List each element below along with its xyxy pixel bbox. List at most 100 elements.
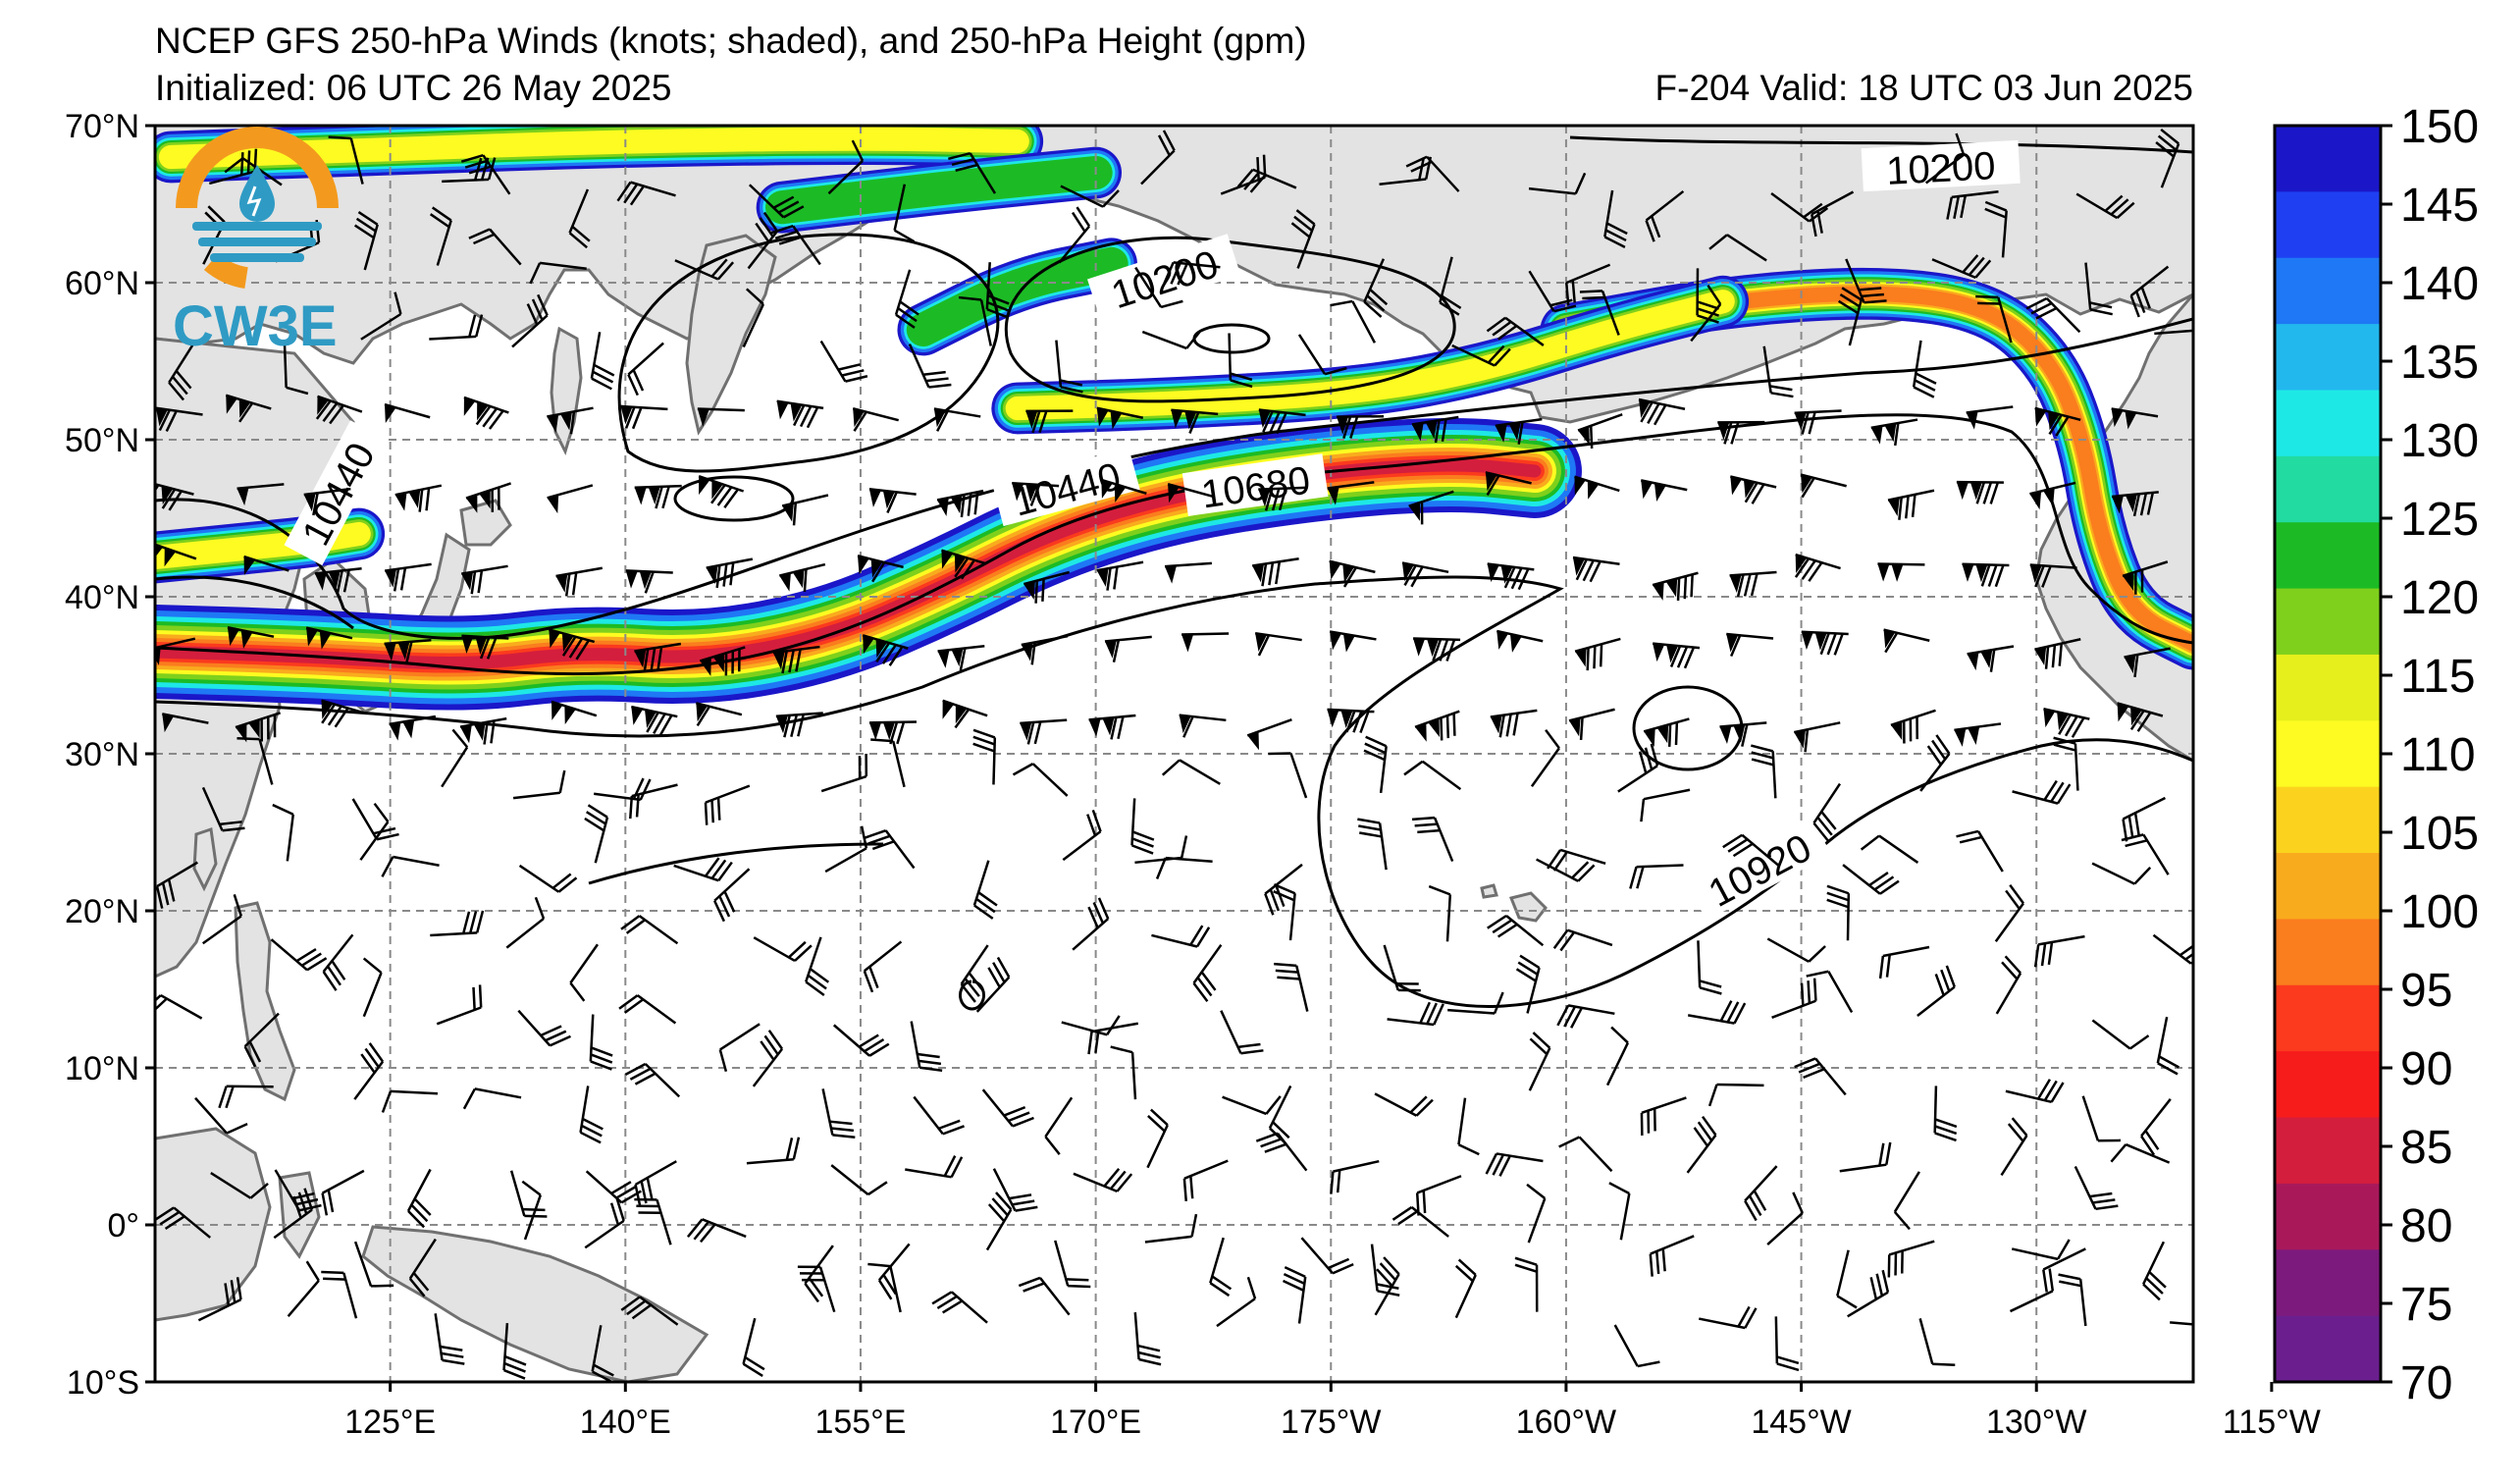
colorbar-swatch <box>2275 1249 2381 1317</box>
wind-barb <box>673 857 733 882</box>
wind-barb <box>781 494 829 526</box>
wind-barb <box>832 1024 890 1057</box>
wind-barb <box>353 1241 394 1288</box>
colorbar-label: 120 <box>2400 572 2479 624</box>
lat-tick-label: 30°N <box>65 736 139 773</box>
wind-barb <box>1020 718 1068 745</box>
colorbar-swatch <box>2275 324 2381 392</box>
wind-barb <box>210 1171 269 1199</box>
colorbar-swatch <box>2275 786 2381 854</box>
logo-text: CW3E <box>173 294 338 358</box>
wind-barb <box>2084 262 2113 316</box>
colorbar-swatch <box>2275 654 2381 721</box>
wind-barb <box>1413 637 1461 662</box>
wind-barb <box>1490 709 1538 738</box>
wind-barb <box>201 894 243 945</box>
wind-barb <box>321 1169 365 1216</box>
wind-barb <box>1696 268 1720 324</box>
wind-barb <box>1687 1000 1747 1025</box>
wind-barb <box>314 567 362 594</box>
wind-barb <box>960 944 989 1003</box>
wind-barb <box>568 188 591 249</box>
wind-barb <box>1686 1115 1717 1174</box>
wind-barb <box>1330 299 1377 344</box>
contour-10440-b <box>155 575 354 630</box>
wind-barb <box>1163 261 1221 286</box>
wind-barb <box>2029 481 2076 510</box>
wind-barb <box>1568 708 1615 741</box>
wind-barb <box>1330 1159 1380 1194</box>
wind-barb <box>468 228 522 266</box>
wind-barb <box>2124 647 2171 678</box>
wind-barb <box>1649 1235 1695 1277</box>
wind-barb <box>1146 1108 1169 1169</box>
wind-barb <box>1514 1256 1539 1312</box>
wind-barb <box>1536 858 1596 882</box>
hawaii-land <box>1508 891 1548 923</box>
wind-barb <box>1707 1083 1764 1107</box>
wind-barb <box>867 1262 902 1313</box>
wind-barb <box>2025 296 2081 334</box>
wind-barb <box>2075 192 2135 220</box>
colorbar-label: 145 <box>2400 180 2479 232</box>
wind-barb <box>460 153 511 195</box>
lon-tick-label: 175°W <box>1281 1404 1381 1441</box>
wind-barb <box>634 484 682 509</box>
wind-barb <box>824 825 868 874</box>
wind-barb <box>1811 190 1855 238</box>
wind-barb <box>434 1313 465 1365</box>
wind-barb <box>1282 1266 1307 1324</box>
wind-barb <box>706 557 754 589</box>
wind-barb <box>1887 489 1935 520</box>
wind-barb <box>941 549 987 580</box>
wind-barb <box>1641 479 1688 503</box>
wind-barb <box>1023 570 1071 604</box>
wind-barb <box>776 399 824 429</box>
colorbar-label: 75 <box>2400 1279 2452 1331</box>
wind-barb <box>584 804 609 864</box>
wind-barb <box>1228 333 1253 389</box>
logo-wave <box>198 238 316 246</box>
colorbar-label: 90 <box>2400 1043 2452 1095</box>
wind-barb <box>529 261 587 285</box>
wind-barb <box>1264 863 1303 916</box>
wind-barb <box>972 860 998 920</box>
wind-barb <box>194 1096 248 1135</box>
wind-barb <box>1411 415 1459 444</box>
wind-barb <box>1411 816 1454 863</box>
wind-barb <box>894 269 919 329</box>
colorbar-swatch <box>2275 720 2381 788</box>
colorbar-swatch <box>2275 1051 2381 1119</box>
wind-barb <box>2042 1247 2086 1293</box>
wind-barb <box>985 262 1010 319</box>
wind-barb <box>197 1277 242 1322</box>
colorbar-swatch <box>2275 1315 2381 1383</box>
wind-barb <box>321 1270 358 1319</box>
wind-barb <box>2155 128 2180 188</box>
wind-barb <box>2111 491 2159 517</box>
wind-barb <box>236 737 274 785</box>
wind-barb <box>589 1014 613 1071</box>
wind-barb <box>1916 965 1956 1017</box>
wind-barb <box>697 407 745 427</box>
wind-barb <box>1297 334 1347 376</box>
wind-barb <box>1383 944 1421 992</box>
wind-barb <box>1771 978 1817 1020</box>
wind-barb <box>1870 418 1918 447</box>
wind-barb <box>1104 635 1152 662</box>
wind-barb <box>1515 954 1541 1014</box>
wind-barb <box>1608 1182 1631 1241</box>
wind-barb <box>1526 1183 1547 1244</box>
wind-barb <box>1572 556 1620 583</box>
wind-barb <box>1984 200 2008 258</box>
lon-tick-label: 115°W <box>2223 1404 2321 1441</box>
wind-barb <box>1603 189 1628 248</box>
wind-barb <box>778 562 826 592</box>
wind-barb <box>315 395 363 425</box>
wind-barb <box>1574 637 1621 671</box>
wind-barb <box>1222 1095 1282 1116</box>
wind-barb <box>236 483 285 506</box>
wind-barb <box>353 211 379 271</box>
wind-barb <box>1408 490 1454 525</box>
wind-barb <box>384 402 431 424</box>
